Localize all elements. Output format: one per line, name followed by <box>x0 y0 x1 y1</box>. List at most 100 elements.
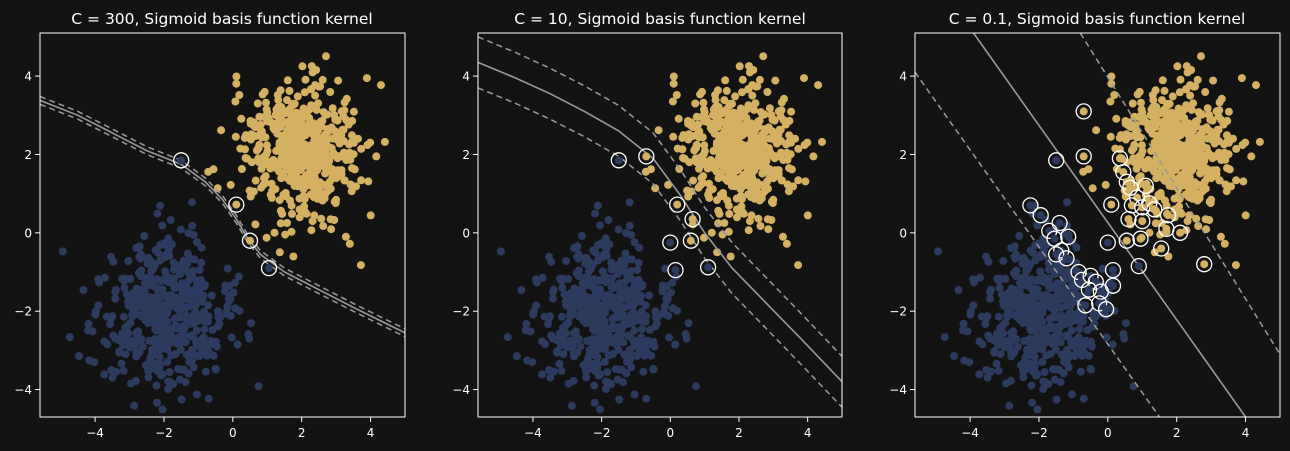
point-class-gold <box>1158 76 1167 85</box>
decision-boundary <box>478 61 842 383</box>
point-class-blue <box>192 338 201 347</box>
point-class-blue <box>600 357 609 366</box>
point-class-blue <box>179 330 188 339</box>
point-class-blue <box>604 216 613 225</box>
point-class-gold <box>744 151 753 160</box>
point-class-blue <box>635 243 644 252</box>
point-class-gold <box>293 121 301 130</box>
point-class-gold <box>1152 119 1161 128</box>
support-vector-ring <box>1075 103 1092 120</box>
point-class-gold <box>310 136 319 145</box>
support-vector-point <box>1134 262 1143 271</box>
point-class-blue <box>187 331 196 340</box>
point-class-gold <box>380 137 389 146</box>
point-class-gold <box>235 91 244 99</box>
point-class-gold <box>322 52 330 61</box>
point-class-gold <box>323 186 332 195</box>
point-class-gold <box>1168 92 1177 101</box>
point-class-blue <box>503 333 512 342</box>
point-class-blue <box>633 266 642 274</box>
point-class-gold <box>736 185 745 194</box>
point-class-blue <box>983 373 992 382</box>
point-class-gold <box>711 103 720 112</box>
support-vector-ring <box>1134 212 1151 230</box>
point-class-blue <box>564 274 573 283</box>
point-class-blue <box>1024 263 1033 272</box>
point-class-gold <box>281 109 290 118</box>
point-class-gold <box>1187 105 1196 114</box>
y-tick-label: 2 <box>24 148 32 162</box>
point-class-gold <box>251 132 260 141</box>
point-class-blue <box>100 370 109 379</box>
point-class-blue <box>177 323 185 332</box>
point-class-gold <box>294 174 303 183</box>
point-class-gold <box>323 110 332 119</box>
point-class-gold <box>701 158 710 166</box>
support-vector-ring <box>1171 224 1189 241</box>
point-class-blue <box>1067 390 1076 399</box>
point-class-gold <box>318 116 327 125</box>
point-class-blue <box>627 230 636 239</box>
point-class-gold <box>295 213 304 222</box>
point-class-blue <box>594 241 603 250</box>
point-class-gold <box>1195 181 1204 189</box>
point-class-blue <box>1108 340 1117 349</box>
point-class-blue <box>594 276 603 285</box>
point-class-gold <box>1194 222 1203 230</box>
point-class-blue <box>140 231 149 240</box>
y-tick-label: −4 <box>14 383 32 397</box>
point-class-gold <box>683 186 692 195</box>
point-class-gold <box>329 148 338 157</box>
point-class-gold <box>777 176 786 185</box>
point-class-gold <box>689 132 697 141</box>
point-class-blue <box>134 269 143 278</box>
point-class-blue <box>207 291 216 300</box>
support-vector-point <box>1176 228 1185 237</box>
point-class-gold <box>1156 109 1165 118</box>
point-class-gold <box>317 146 326 155</box>
point-class-blue <box>167 351 176 360</box>
point-class-blue <box>1048 339 1057 348</box>
point-class-gold <box>240 133 249 142</box>
point-class-gold <box>1203 165 1212 174</box>
point-class-gold <box>669 79 678 88</box>
point-class-gold <box>1176 75 1185 84</box>
point-class-blue <box>157 276 165 285</box>
point-class-gold <box>730 144 739 153</box>
point-class-gold <box>271 111 280 120</box>
point-class-blue <box>156 360 165 369</box>
point-class-blue <box>199 291 208 300</box>
point-class-blue <box>1020 281 1029 290</box>
point-class-gold <box>298 62 307 71</box>
point-class-blue <box>616 259 625 268</box>
point-class-gold <box>691 99 700 108</box>
point-class-gold <box>340 98 349 107</box>
point-class-blue <box>603 368 612 377</box>
point-class-blue <box>220 287 229 296</box>
point-class-blue <box>1067 326 1076 335</box>
point-class-gold <box>241 145 249 154</box>
point-class-gold <box>266 164 275 173</box>
point-class-blue <box>557 366 566 375</box>
point-class-blue <box>91 310 100 319</box>
point-class-blue <box>146 274 155 283</box>
point-class-blue <box>682 334 691 343</box>
point-class-gold <box>290 99 299 108</box>
point-class-gold <box>321 169 330 178</box>
point-class-gold <box>784 138 793 147</box>
point-class-blue <box>1054 330 1063 339</box>
point-class-blue <box>150 344 159 353</box>
point-class-blue <box>587 293 596 302</box>
point-class-gold <box>298 205 307 214</box>
point-class-blue <box>1039 273 1048 282</box>
point-class-blue <box>206 336 215 345</box>
point-class-blue <box>139 310 148 318</box>
point-class-blue <box>173 339 182 348</box>
point-class-blue <box>625 221 634 230</box>
point-class-gold <box>231 97 240 106</box>
point-class-blue <box>547 257 556 266</box>
point-class-gold <box>313 165 322 174</box>
support-vector-point <box>1200 260 1209 269</box>
point-class-blue <box>637 333 646 342</box>
point-class-gold <box>1180 105 1189 114</box>
